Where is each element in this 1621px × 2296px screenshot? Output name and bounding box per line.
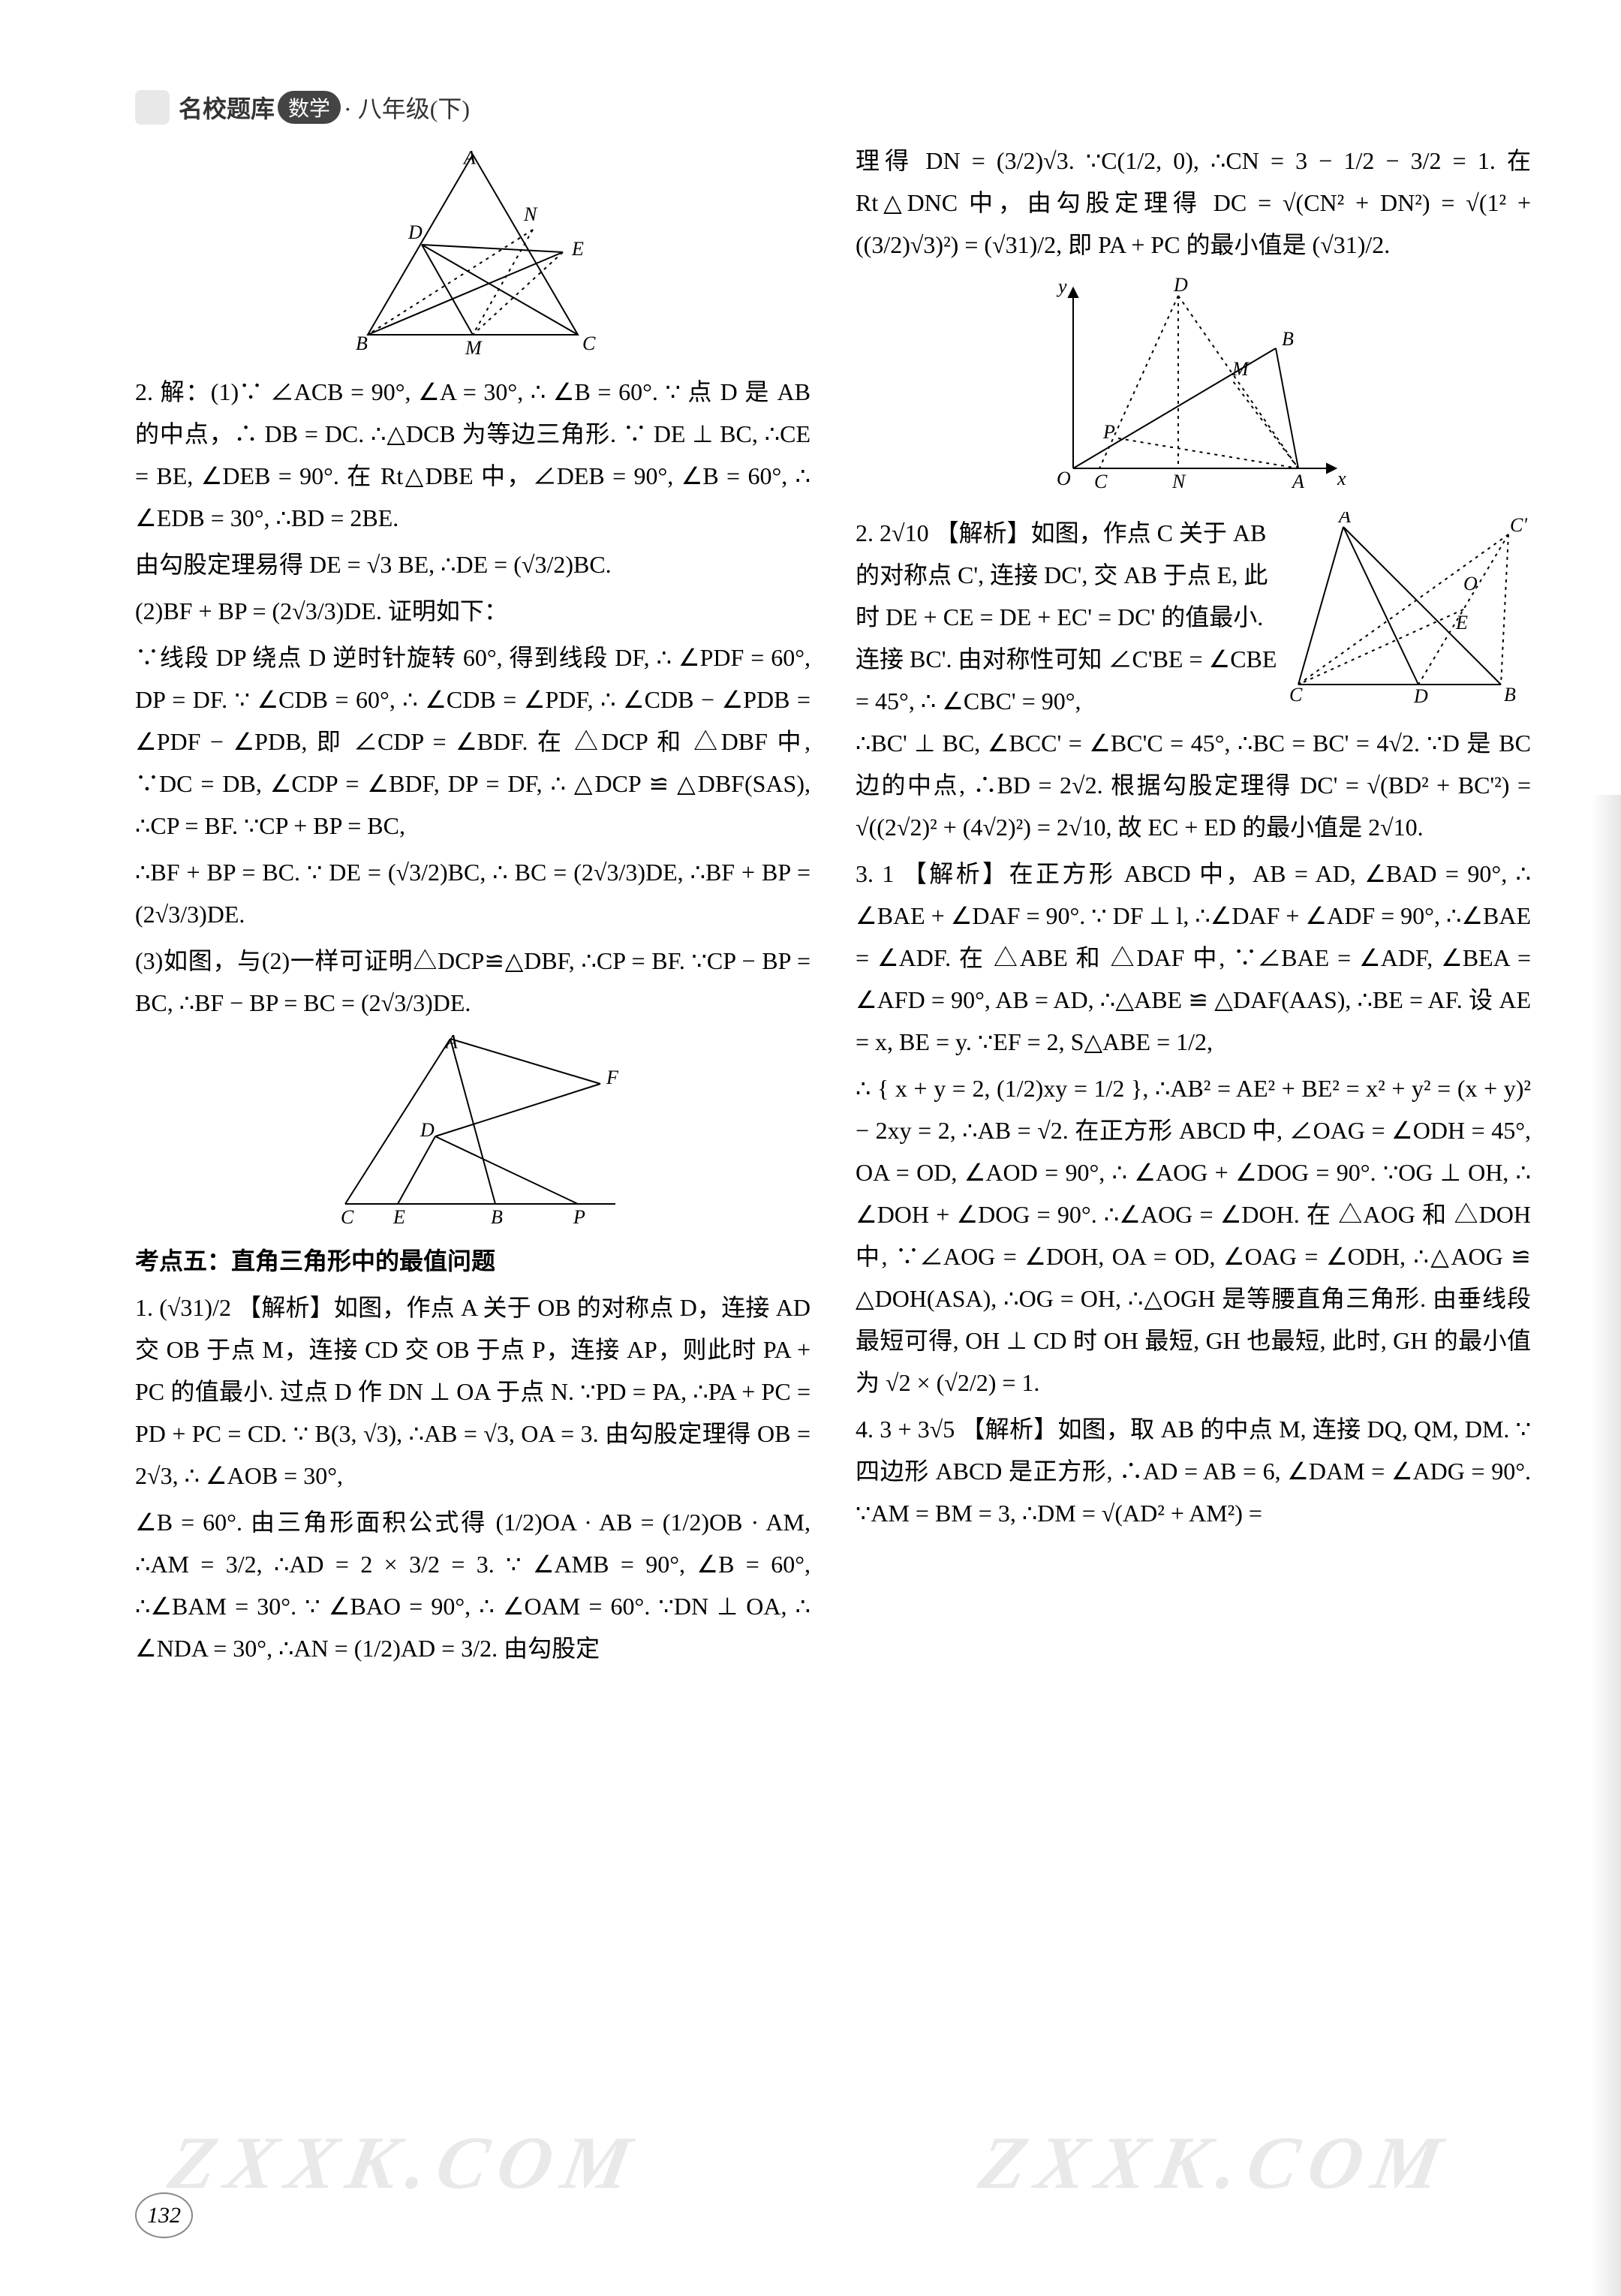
svg-text:D: D [1173, 274, 1188, 296]
watermark-text-1: ZXXK.COM [163, 2120, 648, 2206]
figure-triangle-1: A D N E B M C [135, 147, 810, 357]
svg-text:E: E [392, 1206, 405, 1226]
prob-1b: ∠B = 60°. 由三角形面积公式得 (1/2)OA · AB = (1/2)… [135, 1501, 810, 1669]
svg-text:E: E [1455, 612, 1468, 633]
prob-1a: 1. (√31)/2 【解析】如图，作点 A 关于 OB 的对称点 D，连接 A… [135, 1286, 810, 1497]
svg-text:O: O [1057, 468, 1071, 489]
svg-text:B: B [1282, 328, 1294, 350]
prob-4a: 4. 3 + 3√5 【解析】如图，取 AB 的中点 M, 连接 DQ, QM,… [856, 1408, 1531, 1534]
diagram-3-svg: O C N A x y D B M P [1036, 273, 1351, 498]
sol-2-2: (2)BF + BP = (2√3/3)DE. 证明如下： [135, 590, 810, 632]
page-number-value: 132 [135, 2192, 193, 2238]
two-column-layout: A D N E B M C 2. 解：(1)∵ ∠ACB = 90°, ∠A =… [135, 140, 1531, 1674]
grade-label: · 八年级(下) [344, 90, 470, 125]
svg-text:M: M [465, 337, 483, 357]
svg-text:F: F [606, 1067, 619, 1088]
svg-text:C: C [341, 1206, 354, 1226]
svg-text:P: P [1102, 421, 1115, 443]
svg-text:B: B [491, 1206, 503, 1226]
svg-text:A: A [462, 147, 476, 168]
prob-2b: ∴BC' ⊥ BC, ∠BCC' = ∠BC'C = 45°, ∴BC = BC… [856, 722, 1531, 848]
svg-text:E: E [571, 238, 584, 260]
svg-text:C: C [582, 333, 596, 354]
sol-2-1: 2. 解：(1)∵ ∠ACB = 90°, ∠A = 30°, ∴ ∠B = 6… [135, 371, 810, 539]
sol-2-2c: ∴BF + BP = BC. ∵ DE = (√3/2)BC, ∴ BC = (… [135, 851, 810, 935]
svg-text:y: y [1056, 275, 1067, 297]
svg-text:N: N [1171, 471, 1186, 492]
svg-text:D: D [420, 1119, 435, 1141]
svg-text:x: x [1337, 468, 1346, 489]
left-column: A D N E B M C 2. 解：(1)∵ ∠ACB = 90°, ∠A =… [135, 140, 810, 1674]
prob-3a: 3. 1 【解析】在正方形 ABCD 中，AB = AD, ∠BAD = 90°… [856, 853, 1531, 1063]
prob-1c: 理得 DN = (3/2)√3. ∵C(1/2, 0), ∴CN = 3 − 1… [856, 140, 1531, 266]
page-number: 132 [135, 2203, 193, 2228]
prob-3b: ∴ { x + y = 2, (1/2)xy = 1/2 }, ∴AB² = A… [856, 1067, 1531, 1404]
page-header: 名校题库 数学 · 八年级(下) [135, 90, 1531, 125]
sol-2-3: (3)如图，与(2)一样可证明△DCP≌△DBF, ∴CP = BF. ∵CP … [135, 940, 810, 1024]
svg-text:P: P [573, 1206, 585, 1226]
svg-text:C': C' [1510, 514, 1527, 536]
svg-text:O: O [1463, 573, 1478, 594]
logo-icon [135, 90, 170, 125]
svg-text:C: C [1289, 684, 1303, 706]
subject-badge: 数学 [278, 91, 341, 124]
svg-text:A: A [1337, 512, 1351, 527]
page-edge-shadow [1591, 795, 1621, 2296]
diagram-2-svg: A D F C E B P [323, 1031, 623, 1226]
prob-2-block: A C' O E C D B 2. 2√10 【解析】如图，作点 C 关于 AB… [856, 512, 1531, 722]
diagram-4-svg: A C' O E C D B [1283, 512, 1531, 707]
watermark-text-2: ZXXK.COM [973, 2120, 1458, 2206]
svg-text:D: D [408, 221, 423, 243]
right-column: 理得 DN = (3/2)√3. ∵C(1/2, 0), ∴CN = 3 − 1… [856, 140, 1531, 1674]
svg-text:A: A [1291, 471, 1304, 492]
section-5-title: 考点五：直角三角形中的最值问题 [135, 1240, 810, 1282]
svg-text:C: C [1094, 471, 1108, 492]
svg-text:D: D [1413, 685, 1428, 707]
watermark: ZXXK.COM ZXXK.COM [0, 2120, 1621, 2206]
svg-text:B: B [356, 333, 368, 354]
figure-triangle-2: A D F C E B P [135, 1031, 810, 1226]
series-title: 名校题库 [179, 90, 275, 125]
svg-text:A: A [444, 1031, 458, 1052]
svg-text:N: N [523, 203, 538, 225]
diagram-1-svg: A D N E B M C [338, 147, 608, 357]
prob-2a: 2. 2√10 【解析】如图，作点 C 关于 AB 的对称点 C', 连接 DC… [856, 519, 1277, 715]
svg-text:M: M [1232, 358, 1250, 380]
sol-2-1b: 由勾股定理易得 DE = √3 BE, ∴DE = (√3/2)BC. [135, 543, 810, 585]
figure-coord: O C N A x y D B M P [856, 273, 1531, 498]
sol-2-2b: ∵线段 DP 绕点 D 逆时针旋转 60°, 得到线段 DF, ∴ ∠PDF =… [135, 636, 810, 847]
svg-text:B: B [1504, 684, 1516, 706]
